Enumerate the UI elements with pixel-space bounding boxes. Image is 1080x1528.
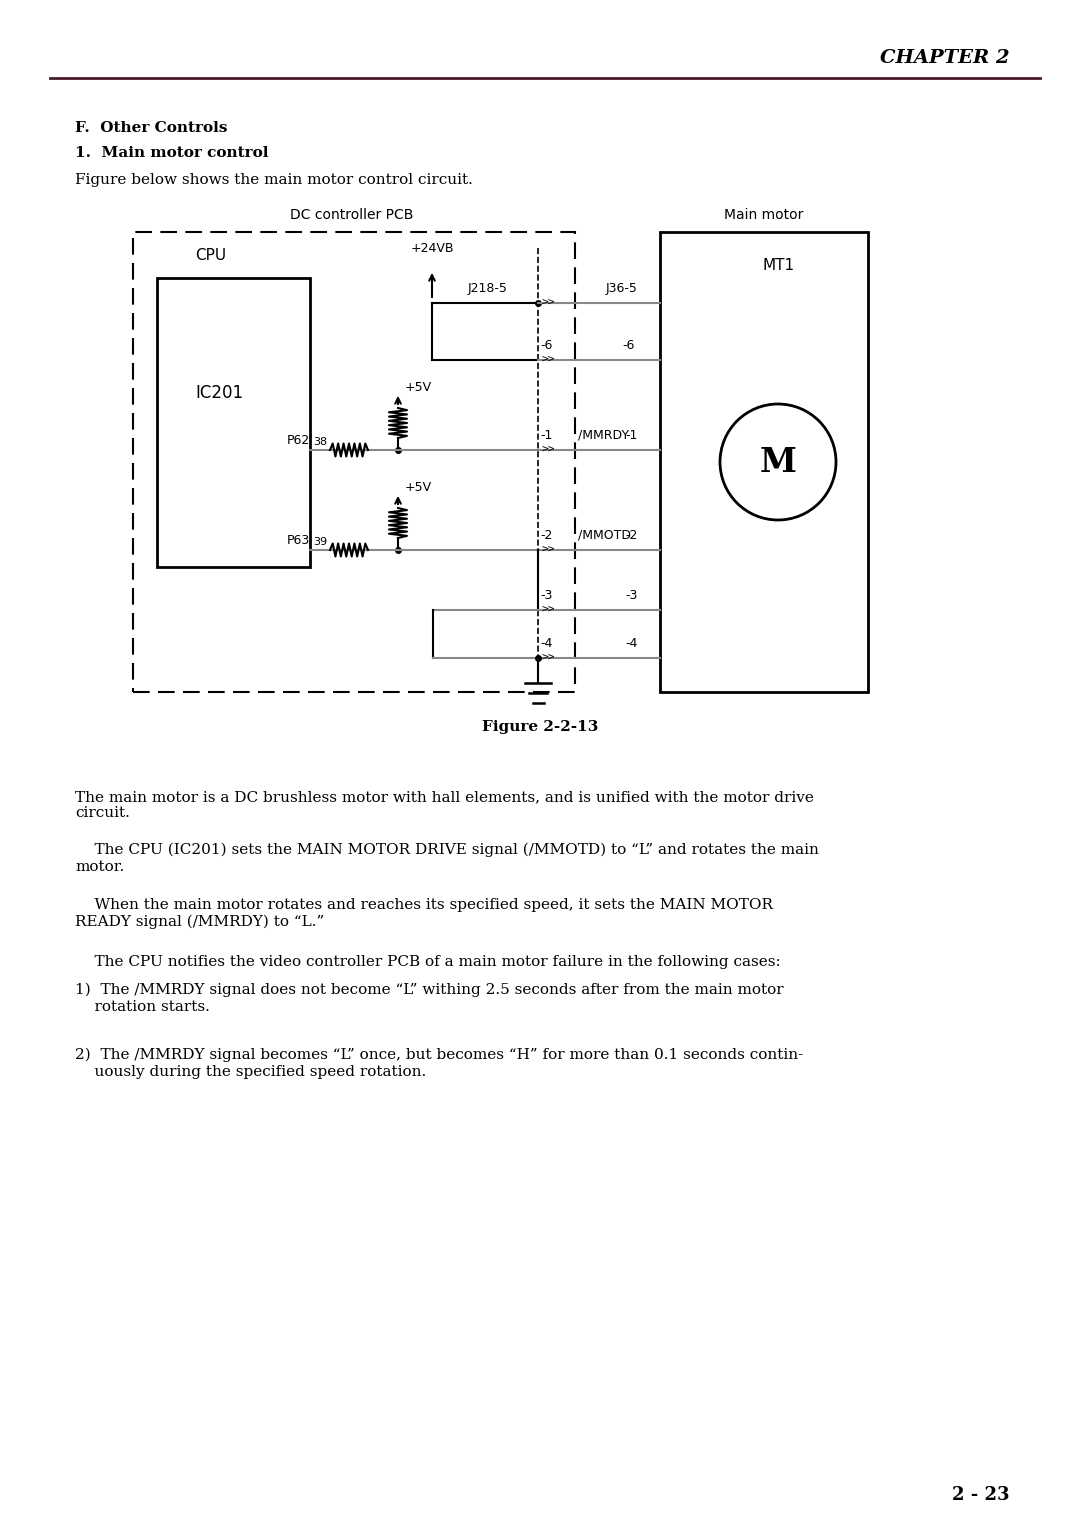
Text: >>: >> — [541, 605, 555, 614]
Text: -2: -2 — [625, 529, 638, 541]
Text: -3: -3 — [540, 588, 552, 602]
Text: 1)  The /MMRDY signal does not become “L” withing 2.5 seconds after from the mai: 1) The /MMRDY signal does not become “L”… — [75, 983, 784, 1013]
Text: -4: -4 — [540, 637, 552, 649]
Text: -4: -4 — [625, 637, 638, 649]
Text: The CPU notifies the video controller PCB of a main motor failure in the followi: The CPU notifies the video controller PC… — [75, 955, 781, 969]
Text: F.  Other Controls: F. Other Controls — [75, 121, 228, 134]
Text: When the main motor rotates and reaches its specified speed, it sets the MAIN MO: When the main motor rotates and reaches … — [75, 898, 773, 929]
Text: -3: -3 — [625, 588, 638, 602]
Text: CHAPTER 2: CHAPTER 2 — [880, 49, 1010, 67]
Text: Figure 2-2-13: Figure 2-2-13 — [482, 720, 598, 733]
Text: +5V: +5V — [405, 380, 432, 394]
Text: /MMOTD: /MMOTD — [578, 529, 631, 541]
Text: IC201: IC201 — [195, 384, 243, 402]
Text: -1: -1 — [540, 428, 552, 442]
Text: DC controller PCB: DC controller PCB — [291, 208, 414, 222]
Text: -2: -2 — [540, 529, 552, 541]
Text: -1: -1 — [625, 428, 638, 442]
Text: >>: >> — [541, 652, 555, 663]
Text: >>: >> — [541, 354, 555, 365]
Text: -6: -6 — [540, 339, 552, 351]
Text: >>: >> — [541, 445, 555, 455]
Text: MT1: MT1 — [762, 258, 794, 272]
Text: Figure below shows the main motor control circuit.: Figure below shows the main motor contro… — [75, 173, 473, 186]
Text: CPU: CPU — [195, 248, 226, 263]
Text: J218-5: J218-5 — [468, 281, 508, 295]
Text: -6: -6 — [623, 339, 635, 351]
Text: +5V: +5V — [405, 480, 432, 494]
Text: /MMRDY: /MMRDY — [578, 428, 630, 442]
Text: The CPU (IC201) sets the MAIN MOTOR DRIVE signal (/MMOTD) to “L” and rotates the: The CPU (IC201) sets the MAIN MOTOR DRIV… — [75, 843, 819, 874]
Text: P62: P62 — [287, 434, 310, 446]
Text: 38: 38 — [313, 437, 327, 448]
Text: M: M — [759, 446, 797, 478]
Text: P63: P63 — [287, 533, 310, 547]
Text: 2 - 23: 2 - 23 — [953, 1487, 1010, 1504]
Text: >>: >> — [541, 545, 555, 555]
Text: +24VB: +24VB — [410, 241, 454, 255]
Text: >>: >> — [541, 298, 555, 309]
Text: 1.  Main motor control: 1. Main motor control — [75, 147, 269, 160]
Text: 2)  The /MMRDY signal becomes “L” once, but becomes “H” for more than 0.1 second: 2) The /MMRDY signal becomes “L” once, b… — [75, 1048, 804, 1079]
Text: The main motor is a DC brushless motor with hall elements, and is unified with t: The main motor is a DC brushless motor w… — [75, 790, 814, 821]
Text: Main motor: Main motor — [725, 208, 804, 222]
Text: 39: 39 — [313, 536, 327, 547]
Text: J36-5: J36-5 — [606, 281, 638, 295]
